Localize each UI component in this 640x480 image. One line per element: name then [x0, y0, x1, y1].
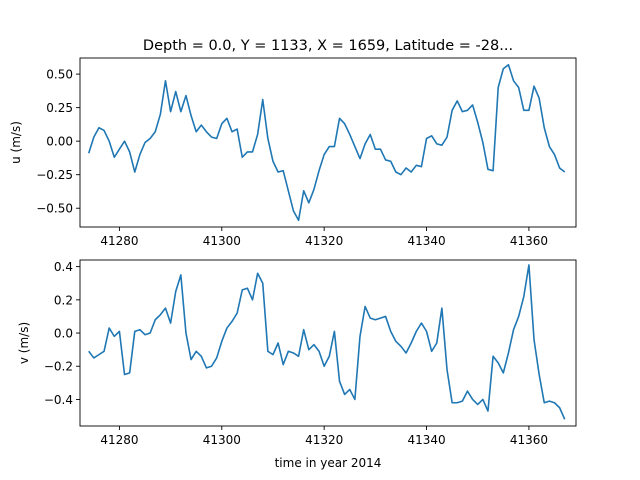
chart-title: Depth = 0.0, Y = 1133, X = 1659, Latitud… — [143, 38, 513, 54]
v-panel: 41280 41300 41320 41340 41360 −0.4 −0.2 0.0 0.2 0… — [17, 259, 577, 470]
u-y-tick-label: −0.25 — [36, 168, 73, 182]
u-axes-frame — [79, 57, 577, 228]
v-y-tick-label: −0.4 — [44, 393, 73, 407]
v-y-tick-label: −0.2 — [44, 360, 73, 374]
v-y-tick-label: 0.4 — [54, 260, 73, 274]
u-y-tick-label: 0.25 — [46, 101, 73, 115]
u-panel: 41280 41300 41320 41340 41360 −0.50 −0.25 0.00 0… — [9, 57, 577, 248]
u-x-tick-label: 41360 — [510, 234, 548, 248]
u-x-tick-label: 41340 — [407, 234, 445, 248]
v-plot-content: 41280 41300 41320 41340 41360 −0.4 −0.2 0.0 0.2 0… — [44, 260, 566, 447]
u-x-tick-label: 41320 — [305, 234, 343, 248]
u-y-axis-label: u (m/s) — [9, 121, 23, 164]
v-series-line — [88, 264, 566, 420]
v-x-tick-label: 41320 — [305, 433, 343, 447]
v-x-tick-label: 41340 — [407, 433, 445, 447]
u-y-tick-label: 0.50 — [46, 68, 73, 82]
v-y-axis-label: v (m/s) — [17, 322, 31, 364]
u-x-tick-label: 41300 — [203, 234, 241, 248]
u-y-tick-label: −0.50 — [36, 202, 73, 216]
v-y-tick-label: 0.0 — [54, 327, 73, 341]
u-y-tick-label: 0.00 — [46, 135, 73, 149]
v-x-tick-label: 41360 — [510, 433, 548, 447]
v-x-axis-label: time in year 2014 — [275, 456, 382, 470]
u-series-line — [87, 63, 566, 222]
v-x-tick-label: 41280 — [100, 433, 138, 447]
v-axes-frame — [79, 259, 577, 427]
v-y-tick-label: 0.2 — [54, 293, 73, 307]
v-x-tick-label: 41300 — [203, 433, 241, 447]
u-x-tick-label: 41280 — [100, 234, 138, 248]
u-plot-content: 41280 41300 41320 41340 41360 −0.50 −0.25 0.00 0… — [36, 63, 566, 248]
